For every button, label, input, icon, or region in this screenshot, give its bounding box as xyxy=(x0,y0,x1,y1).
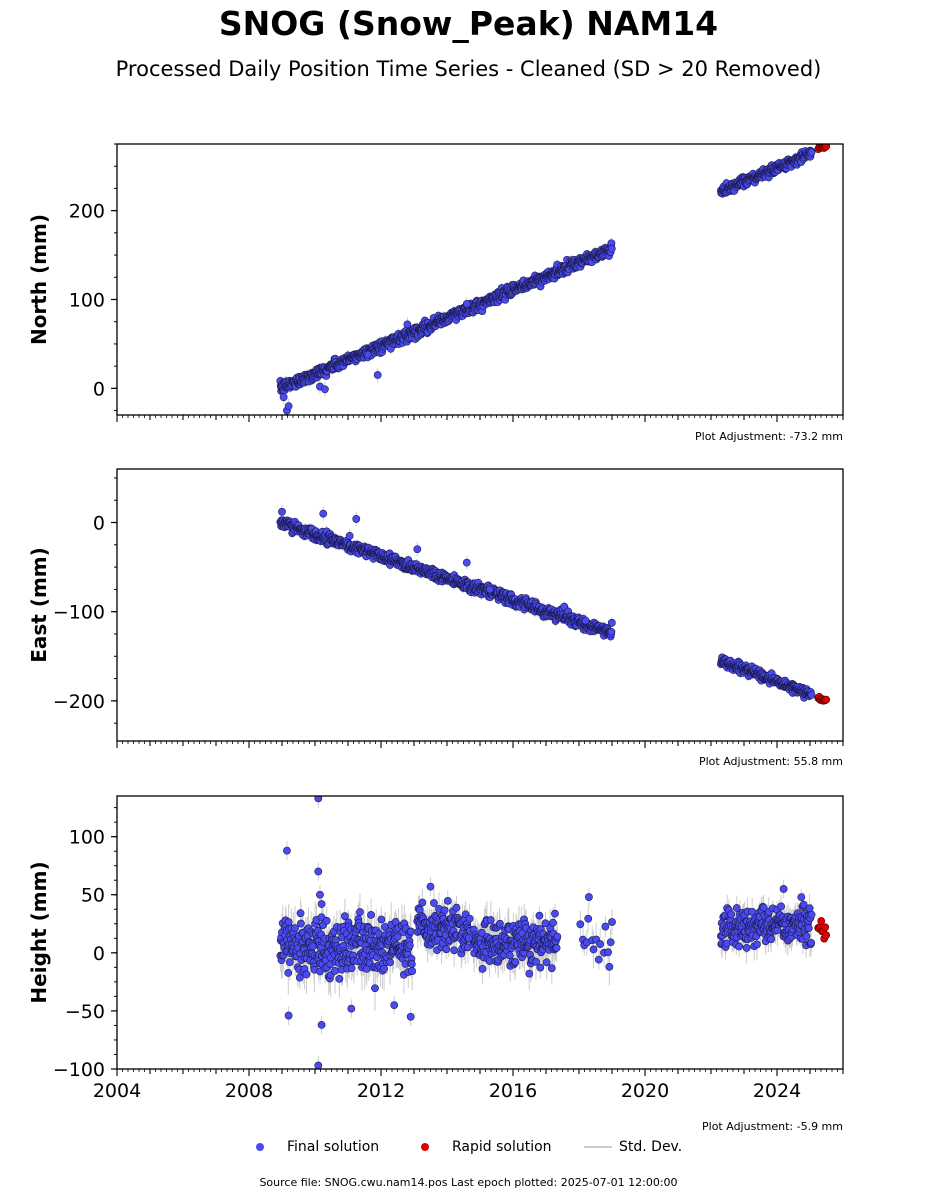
y-tick-label: 200 xyxy=(69,201,105,223)
panel-frame xyxy=(116,468,844,742)
final-point xyxy=(581,616,590,625)
panel-2: 0 −100 −200 East (mm) Plot Adjustment: 55.8 … xyxy=(27,468,844,768)
final-point xyxy=(607,618,616,627)
final-point xyxy=(345,531,354,540)
final-point xyxy=(373,371,382,379)
rapid-point xyxy=(822,695,831,704)
rapid-points xyxy=(814,144,831,154)
chart-subtitle: Processed Daily Position Time Series - C… xyxy=(115,57,822,81)
rapid-points xyxy=(814,692,831,705)
y-axis-label: North (mm) xyxy=(27,214,51,345)
final-point xyxy=(284,402,293,411)
chart-title: SNOG (Snow_Peak) NAM14 xyxy=(218,4,719,43)
y-tick-label: −100 xyxy=(53,602,105,624)
y-tick-label: −200 xyxy=(53,691,105,713)
panel-1: 0 100 200 North (mm) Plot Adjustment: -73.2 … xyxy=(27,143,844,443)
rapid-point xyxy=(822,144,831,151)
final-point xyxy=(485,585,494,594)
final-point xyxy=(607,244,616,253)
final-point xyxy=(462,300,471,308)
plot-adjustment-note: Plot Adjustment: 55.8 mm xyxy=(699,755,843,768)
final-point xyxy=(320,385,329,394)
final-points xyxy=(276,507,816,702)
y-axis-label: East (mm) xyxy=(27,547,51,663)
panel-data xyxy=(276,504,831,705)
final-point xyxy=(403,320,412,329)
y-tick-label: 0 xyxy=(93,513,105,535)
panel-data xyxy=(276,796,831,1069)
final-point xyxy=(279,393,288,402)
final-point xyxy=(462,558,471,567)
final-point xyxy=(807,148,816,157)
final-point xyxy=(278,507,286,516)
final-points xyxy=(276,146,816,415)
final-point xyxy=(607,627,616,636)
final-point xyxy=(319,509,328,518)
y-tick-label: 0 xyxy=(93,378,105,400)
final-point xyxy=(807,690,816,699)
panel-data xyxy=(276,144,831,415)
final-point xyxy=(413,545,422,554)
final-point xyxy=(363,350,372,359)
final-point xyxy=(352,515,361,523)
y-tick-label: 100 xyxy=(69,289,105,311)
plot-adjustment-note: Plot Adjustment: -73.2 mm xyxy=(695,430,843,443)
